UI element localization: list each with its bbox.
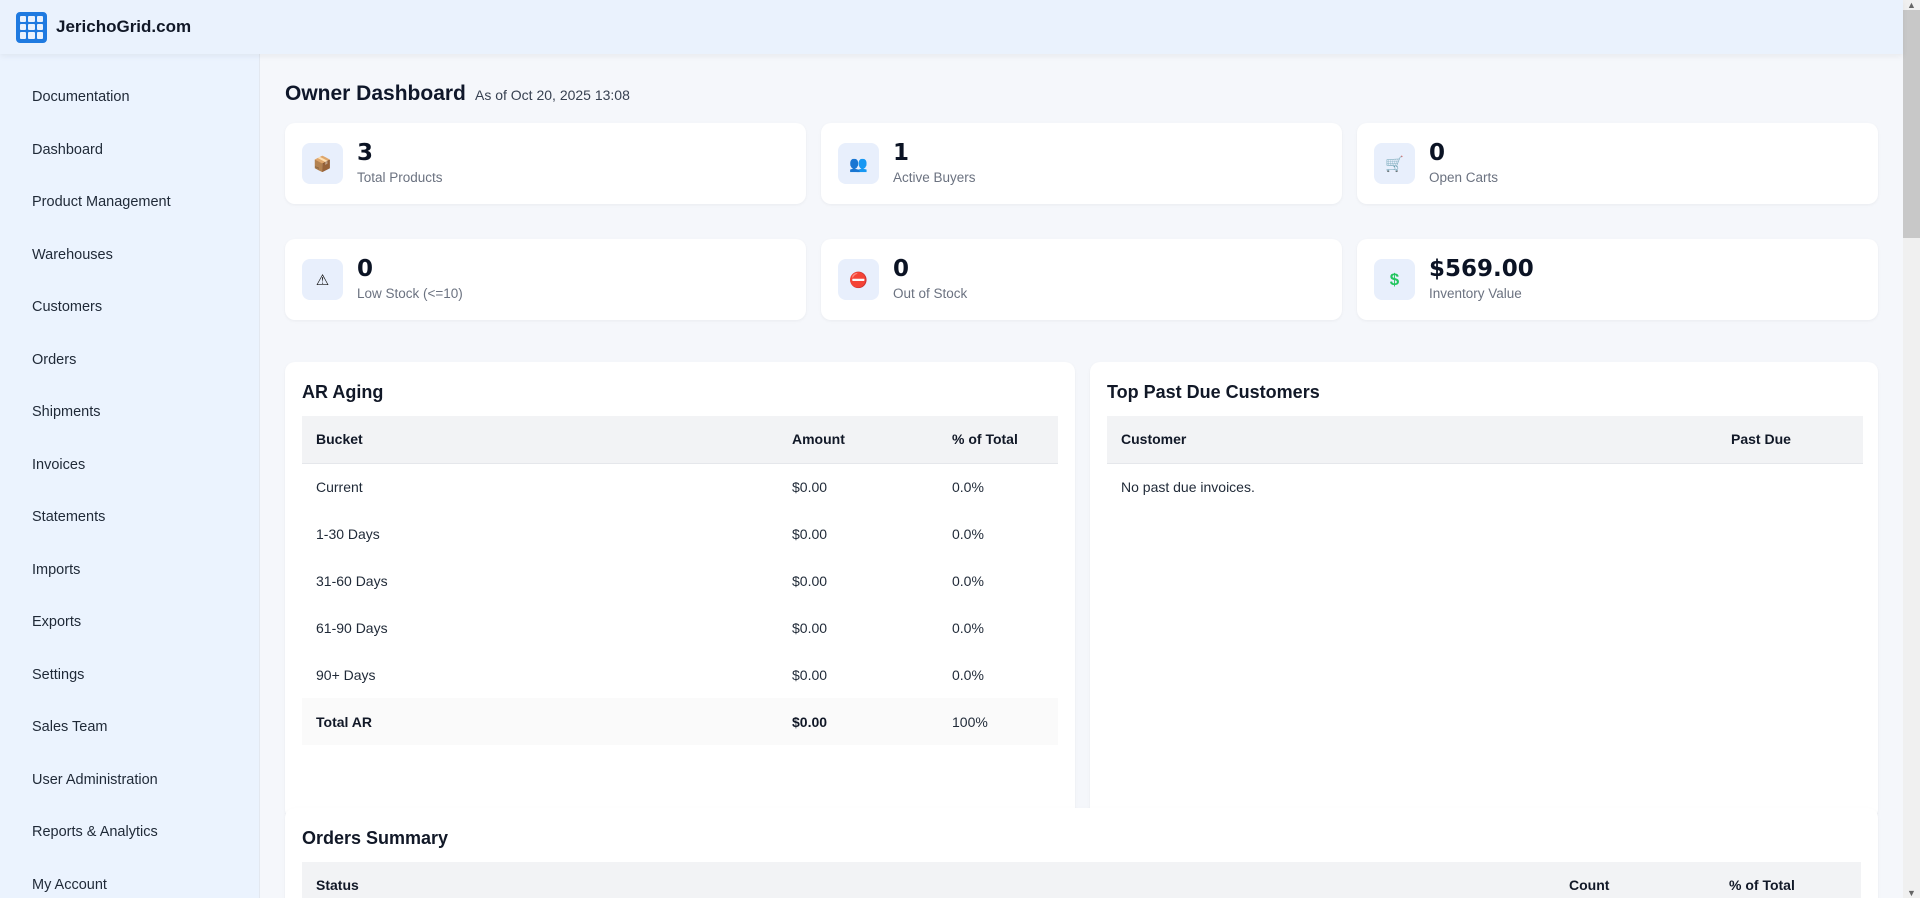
stat-value: $569.00: [1429, 256, 1534, 282]
scroll-thumb[interactable]: [1903, 10, 1920, 238]
sidebar-item-statements[interactable]: Statements: [32, 509, 106, 525]
amount-cell: $0.00: [792, 666, 828, 683]
bucket-cell: Current: [316, 478, 363, 495]
stat-value: 1: [893, 140, 910, 166]
pct-cell: 0.0%: [952, 478, 984, 495]
top-bar: JerichoGrid.com: [0, 0, 1903, 54]
column-header-count[interactable]: Count: [1555, 862, 1715, 898]
sidebar-item-sales-team[interactable]: Sales Team: [32, 719, 108, 735]
grid-icon[interactable]: [16, 11, 47, 43]
total-amount: $0.00: [792, 713, 828, 730]
sidebar-item-my-account[interactable]: My Account: [32, 877, 107, 893]
column-header-amount[interactable]: Amount: [778, 416, 938, 464]
stat-label: Out of Stock: [893, 286, 968, 301]
ar-aging-table: Bucket Amount % of Total Current $0.00 0…: [302, 416, 1058, 745]
column-header-pct[interactable]: % of Total: [938, 416, 1058, 464]
top-past-due-panel: Top Past Due Customers Customer Past Due…: [1090, 362, 1878, 819]
amount-cell: $0.00: [792, 478, 828, 495]
orders-summary-table: Status Count % of Total: [302, 862, 1861, 898]
stat-label: Active Buyers: [893, 170, 976, 185]
bucket-cell: 1-30 Days: [316, 525, 380, 542]
sidebar-item-customers[interactable]: Customers: [32, 299, 103, 315]
bucket-cell: 61-90 Days: [316, 619, 388, 636]
column-header-status[interactable]: Status: [302, 862, 1555, 898]
ar-aging-panel: AR Aging Bucket Amount % of Total Curren…: [285, 362, 1075, 819]
brand-name[interactable]: JerichoGrid.com: [56, 17, 192, 36]
orders-summary-panel: Orders Summary Status Count % of Total: [285, 808, 1878, 898]
scroll-up-icon[interactable]: ▲: [1907, 0, 1916, 10]
sidebar-item-imports[interactable]: Imports: [32, 562, 81, 578]
table-row: 1-30 Days $0.00 0.0%: [302, 510, 1058, 557]
amount-cell: $0.00: [792, 525, 828, 542]
sidebar-item-user-administration[interactable]: User Administration: [32, 772, 158, 788]
stat-value: 0: [357, 256, 374, 282]
panel-title: Top Past Due Customers: [1107, 382, 1320, 402]
pct-cell: 0.0%: [952, 572, 984, 589]
stat-card-open-carts: 🛒 0 Open Carts: [1357, 123, 1878, 204]
page-scrollbar[interactable]: ▲ ▼: [1903, 0, 1920, 898]
no-entry-icon: ⛔: [838, 259, 879, 300]
table-row: 61-90 Days $0.00 0.0%: [302, 604, 1058, 651]
as-of-timestamp: As of Oct 20, 2025 13:08: [475, 87, 630, 103]
sidebar-item-warehouses[interactable]: Warehouses: [32, 247, 113, 263]
sidebar-item-reports-analytics[interactable]: Reports & Analytics: [32, 824, 158, 840]
stat-value: 0: [1429, 140, 1446, 166]
sidebar-item-product-management[interactable]: Product Management: [32, 194, 171, 210]
main-content: Owner Dashboard As of Oct 20, 2025 13:08…: [261, 54, 1903, 898]
stat-label: Open Carts: [1429, 170, 1499, 185]
table-row: 90+ Days $0.00 0.0%: [302, 651, 1058, 698]
stat-label: Low Stock (<=10): [357, 286, 463, 301]
bucket-cell: 90+ Days: [316, 666, 376, 683]
column-header-pct[interactable]: % of Total: [1715, 862, 1861, 898]
sidebar-item-settings[interactable]: Settings: [32, 667, 85, 683]
table-header-row: Status Count % of Total: [302, 862, 1861, 898]
page-title: Owner Dashboard: [285, 82, 466, 105]
pct-cell: 0.0%: [952, 525, 984, 542]
pct-cell: 0.0%: [952, 619, 984, 636]
cart-icon: 🛒: [1374, 143, 1415, 184]
stat-label: Inventory Value: [1429, 286, 1522, 301]
dollar-icon: $: [1374, 259, 1415, 300]
total-row: Total AR $0.00 100%: [302, 698, 1058, 745]
stat-card-low-stock: ⚠ 0 Low Stock (<=10): [285, 239, 806, 320]
stat-label: Total Products: [357, 170, 443, 185]
stat-card-out-of-stock: ⛔ 0 Out of Stock: [821, 239, 1342, 320]
empty-row: No past due invoices.: [1107, 463, 1863, 510]
bucket-cell: 31-60 Days: [316, 572, 388, 589]
table-row: Current $0.00 0.0%: [302, 463, 1058, 510]
stat-card-total-products: 📦 3 Total Products: [285, 123, 806, 204]
pct-cell: 0.0%: [952, 666, 984, 683]
column-header-bucket[interactable]: Bucket: [302, 416, 778, 464]
scroll-down-icon[interactable]: ▼: [1907, 888, 1916, 898]
table-header-row: Bucket Amount % of Total: [302, 416, 1058, 464]
sidebar-nav: Documentation Dashboard Product Manageme…: [0, 54, 260, 898]
sidebar-item-exports[interactable]: Exports: [32, 614, 82, 630]
sidebar-item-dashboard[interactable]: Dashboard: [32, 142, 103, 158]
package-icon: 📦: [302, 143, 343, 184]
column-header-customer[interactable]: Customer: [1107, 416, 1717, 464]
past-due-table: Customer Past Due No past due invoices.: [1107, 416, 1863, 510]
table-header-row: Customer Past Due: [1107, 416, 1863, 464]
sidebar-item-invoices[interactable]: Invoices: [32, 457, 86, 473]
amount-cell: $0.00: [792, 619, 828, 636]
stat-card-active-buyers: 👥 1 Active Buyers: [821, 123, 1342, 204]
table-row: 31-60 Days $0.00 0.0%: [302, 557, 1058, 604]
sidebar-item-shipments[interactable]: Shipments: [32, 404, 101, 420]
empty-message: No past due invoices.: [1121, 478, 1255, 495]
panel-title: Orders Summary: [302, 828, 449, 848]
warning-icon: ⚠: [302, 259, 343, 300]
users-icon: 👥: [838, 143, 879, 184]
column-header-past-due[interactable]: Past Due: [1717, 416, 1863, 464]
total-pct: 100%: [952, 713, 988, 730]
stat-value: 0: [893, 256, 910, 282]
panel-title: AR Aging: [302, 382, 384, 402]
stat-card-inventory-value: $ $569.00 Inventory Value: [1357, 239, 1878, 320]
total-label: Total AR: [316, 713, 372, 730]
amount-cell: $0.00: [792, 572, 828, 589]
sidebar-item-documentation[interactable]: Documentation: [32, 89, 130, 105]
stat-value: 3: [357, 140, 374, 166]
sidebar-item-orders[interactable]: Orders: [32, 352, 77, 368]
